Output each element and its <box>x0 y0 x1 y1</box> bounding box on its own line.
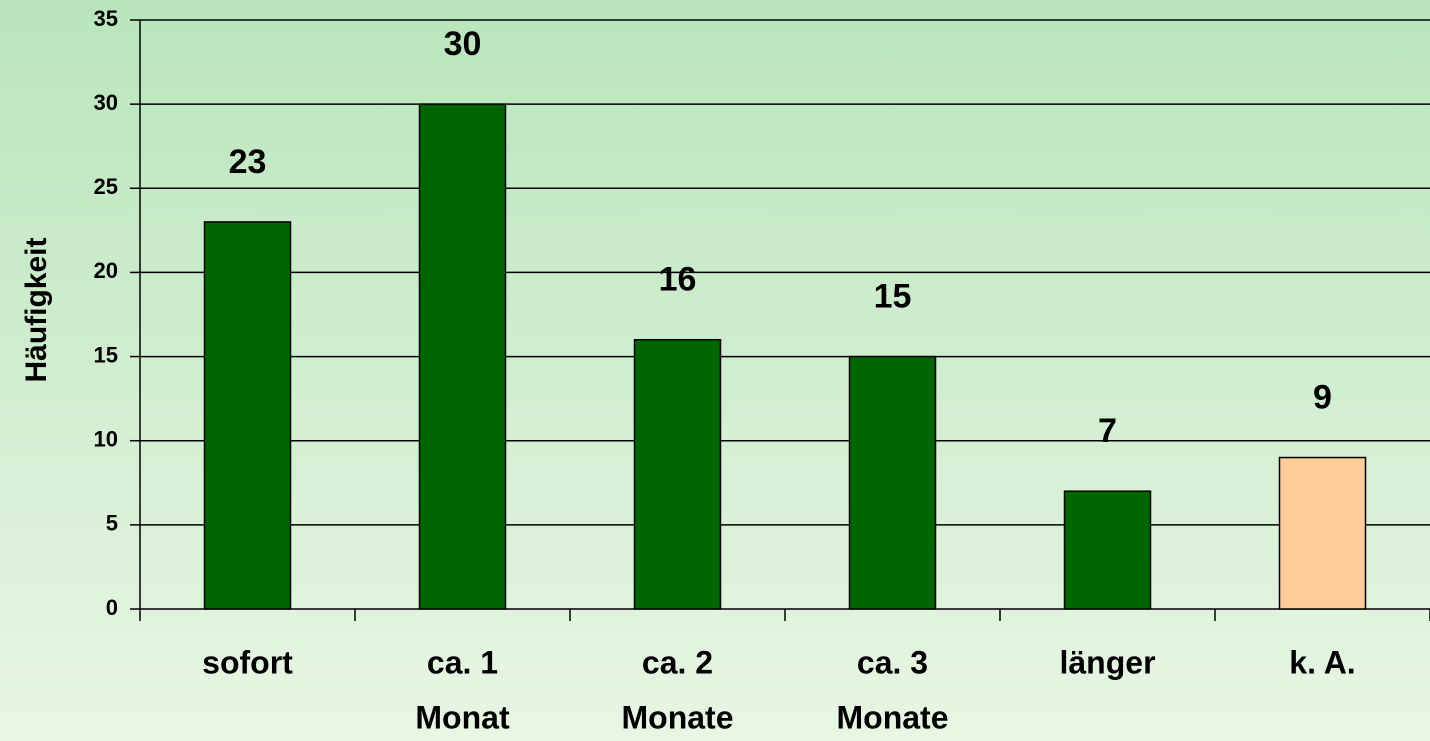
bar <box>1063 490 1152 610</box>
bar <box>418 103 507 610</box>
value-label: 15 <box>874 278 912 316</box>
y-axis-label: Häufigkeit <box>20 237 53 382</box>
value-label: 16 <box>659 261 697 299</box>
value-label: 23 <box>229 143 267 181</box>
x-tick-label: Monat <box>415 699 510 735</box>
y-tick-label: 15 <box>94 342 118 367</box>
value-label: 7 <box>1098 412 1117 450</box>
y-tick-label: 35 <box>94 6 118 31</box>
x-tick-label: ca. 1 <box>427 644 498 680</box>
x-tick-label: ca. 2 <box>642 644 713 680</box>
bar <box>633 338 722 610</box>
y-tick-label: 20 <box>94 258 118 283</box>
y-tick-label: 30 <box>94 90 118 115</box>
bar <box>203 221 292 610</box>
y-tick-label: 10 <box>94 427 118 452</box>
y-tick-label: 5 <box>106 511 118 536</box>
x-tick-label: Monate <box>622 699 734 735</box>
x-tick-label: k. A. <box>1289 644 1355 680</box>
x-tick-label: länger <box>1059 644 1155 680</box>
y-tick-label: 25 <box>94 174 118 199</box>
bar <box>1278 456 1367 610</box>
x-tick-label: sofort <box>202 644 293 680</box>
value-label: 30 <box>444 25 482 63</box>
bar <box>848 355 937 610</box>
x-tick-label: Monate <box>837 699 949 735</box>
y-tick-label: 0 <box>106 595 118 620</box>
value-label: 9 <box>1313 379 1332 417</box>
x-tick-label: ca. 3 <box>857 644 928 680</box>
